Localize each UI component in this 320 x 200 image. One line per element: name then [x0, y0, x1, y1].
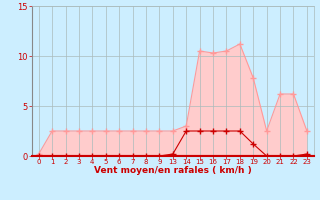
- X-axis label: Vent moyen/en rafales ( km/h ): Vent moyen/en rafales ( km/h ): [94, 166, 252, 175]
